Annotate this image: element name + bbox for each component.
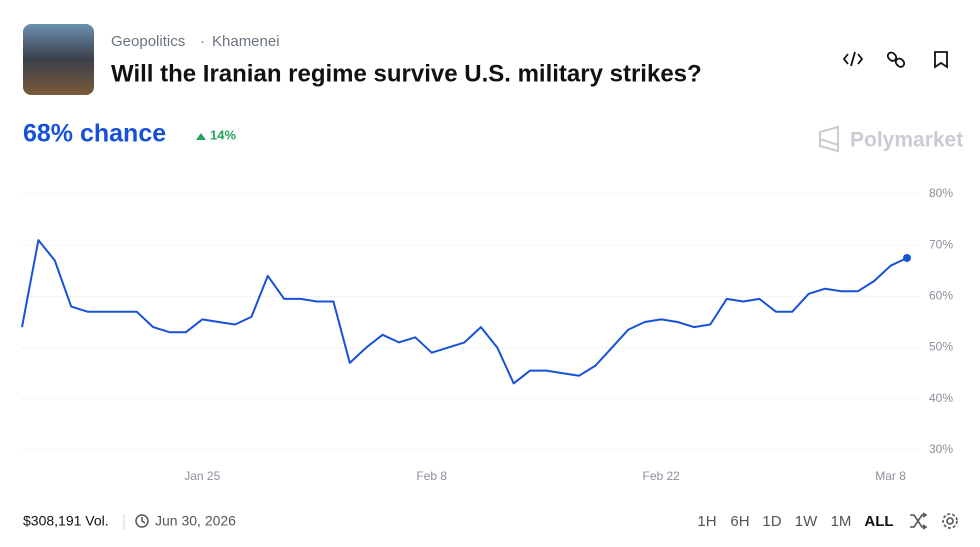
range-button[interactable]: 1M (831, 513, 852, 530)
range-button[interactable]: ALL (864, 513, 893, 530)
price-line (21, 239, 908, 385)
last-point (903, 253, 911, 262)
market-image (23, 24, 94, 95)
x-tick-label: Feb 22 (642, 469, 680, 483)
x-tick-label: Jan 25 (184, 469, 220, 483)
link-icon[interactable] (886, 51, 906, 68)
tag[interactable]: Khamenei (212, 33, 280, 50)
separator: · (200, 33, 205, 50)
end-date: Jun 30, 2026 (155, 513, 236, 529)
clock-hand (141, 517, 146, 524)
y-tick-label: 70% (929, 237, 953, 251)
plot: 30% 40% 50% 60% 70% 80% Jan 25 Feb 8 Feb 22 Mar 8 (21, 186, 953, 483)
settings-icon[interactable] (942, 513, 958, 529)
chance: 68% chance (23, 120, 166, 148)
brand-logo (819, 125, 839, 153)
y-tick-label: 60% (929, 289, 953, 303)
clock-icon (135, 514, 149, 528)
y-tick-label: 80% (929, 186, 953, 200)
x-tick-label: Feb 8 (416, 469, 447, 483)
footer-icons (910, 512, 958, 530)
x-tick-label: Mar 8 (875, 469, 906, 483)
y-tick-label: 30% (929, 442, 953, 456)
bookmark-icon[interactable] (934, 51, 948, 69)
range-button[interactable]: 1D (762, 513, 781, 530)
market-title: Will the Iranian regime survive U.S. mil… (111, 60, 702, 87)
y-tick-label: 40% (929, 391, 953, 405)
volume: $308,191 Vol. (23, 513, 109, 529)
embed-icon[interactable] (842, 51, 864, 67)
range-button[interactable]: 1W (795, 513, 818, 530)
range-buttons: 1H 6H 1D 1W 1M ALL (697, 513, 893, 530)
range-button[interactable]: 6H (730, 513, 749, 530)
shuffle-icon[interactable] (910, 512, 928, 530)
y-tick-label: 50% (929, 340, 953, 354)
up-arrow (196, 133, 206, 140)
brand: Polymarket (850, 129, 963, 152)
range-button[interactable]: 1H (697, 513, 716, 530)
header-icons (842, 51, 948, 69)
category[interactable]: Geopolitics (111, 33, 185, 50)
change: 14% (210, 127, 236, 142)
